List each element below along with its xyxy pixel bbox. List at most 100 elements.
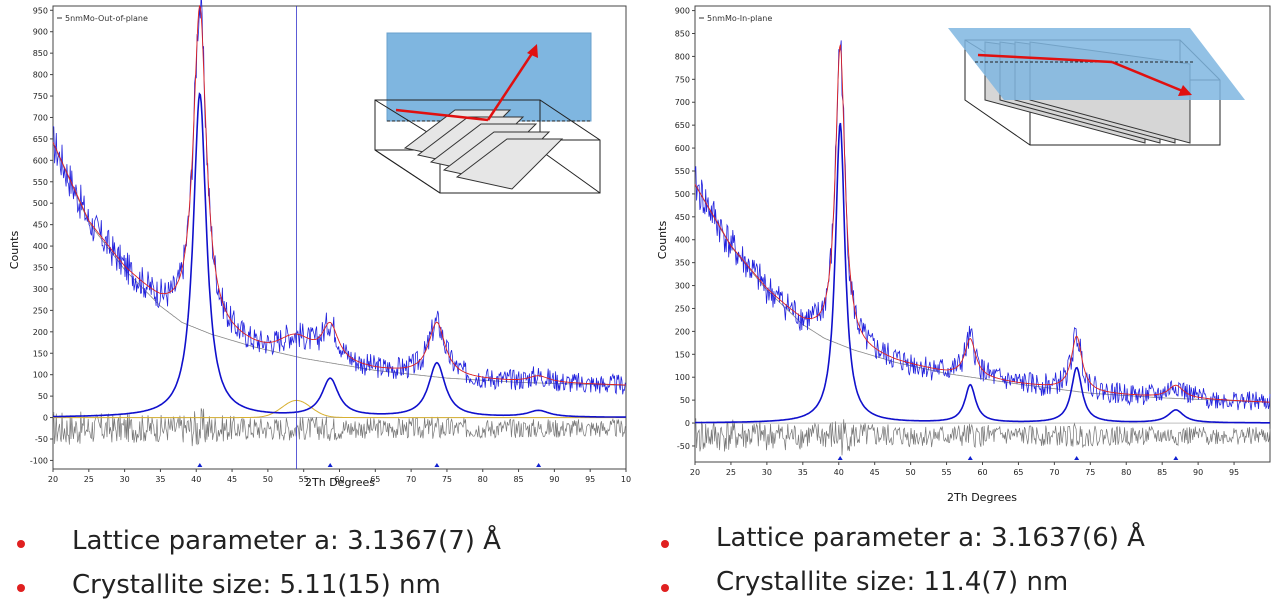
x-tick-label: 40 [191, 475, 201, 484]
x-tick-label: 60 [977, 468, 987, 477]
y-tick-label: 850 [33, 49, 48, 58]
x-axis-label: 2Th Degrees [947, 491, 1017, 504]
y-tick-label: 150 [675, 350, 690, 359]
y-tick-label: 0 [43, 414, 48, 423]
y-tick-label: 150 [33, 349, 48, 358]
x-tick-label: 10 [621, 475, 631, 484]
y-tick-label: 100 [33, 371, 48, 380]
y-tick-label: 400 [675, 236, 690, 245]
reflection-markers [197, 463, 542, 467]
y-tick-label: 50 [680, 396, 690, 405]
difference-curve [52, 408, 627, 447]
y-tick-label: 800 [675, 52, 690, 61]
x-tick-label: 95 [1229, 468, 1239, 477]
x-tick-label: 85 [1157, 468, 1167, 477]
y-tick-label: 900 [675, 7, 690, 16]
extra-peak-curve [53, 399, 626, 419]
calculated-curve [694, 44, 1271, 403]
reflection-marker [837, 456, 843, 460]
y-tick-label: 550 [675, 167, 690, 176]
x-tick-label: 25 [84, 475, 94, 484]
y-ticks: -100 -50 0 50 100 150 200 250 300 350 400 450 500 550… [30, 6, 53, 465]
y-tick-label: 700 [33, 113, 48, 122]
y-tick-label: 750 [675, 75, 690, 84]
peak-profile-curve [695, 122, 1270, 424]
y-tick-label: 50 [38, 392, 48, 401]
x-tick-label: 35 [798, 468, 808, 477]
y-tick-label: 850 [675, 29, 690, 38]
bullet-label: Lattice parameter a: 3.1367(7) Å [72, 526, 501, 556]
y-ticks: -50 0 50 100 150 200 250 300 350 400 450 500 550 600 6… [675, 7, 695, 451]
y-axis-label: Counts [8, 231, 21, 270]
y-tick-label: 300 [675, 282, 690, 291]
x-tick-label: 70 [1049, 468, 1059, 477]
x-tick-label: 75 [442, 475, 452, 484]
y-tick-label: 700 [675, 98, 690, 107]
y-tick-label: 400 [33, 242, 48, 251]
bullet-label: Crystallite size: 5.11(15) nm [72, 570, 441, 600]
y-tick-label: 200 [33, 328, 48, 337]
x-tick-label: 95 [585, 475, 595, 484]
y-tick-label: 600 [675, 144, 690, 153]
y-tick-label: -50 [35, 435, 48, 444]
bullet-dot [17, 584, 25, 592]
reflection-marker [536, 463, 542, 467]
y-tick-label: 0 [685, 419, 690, 428]
reflection-marker [434, 463, 440, 467]
sample-edge [374, 149, 441, 194]
x-tick-label: 50 [906, 468, 916, 477]
bullet-label: Crystallite size: 11.4(7) nm [716, 567, 1069, 597]
y-tick-label: 900 [33, 28, 48, 37]
y-axis-label: Counts [656, 221, 669, 260]
x-tick-label: 90 [549, 475, 559, 484]
y-tick-label: 750 [33, 92, 48, 101]
geometry-inset-in-plane [948, 28, 1245, 146]
y-tick-label: 650 [675, 121, 690, 130]
reflection-marker [1074, 456, 1080, 460]
geometry-inset-out-of-plane [374, 32, 601, 194]
y-tick-label: 500 [33, 199, 48, 208]
y-tick-label: 200 [675, 327, 690, 336]
calculated-curve [52, 4, 627, 386]
x-tick-label: 35 [155, 475, 165, 484]
bullet-dot [661, 584, 669, 592]
reflection-marker [1173, 456, 1179, 460]
x-tick-label: 40 [834, 468, 844, 477]
x-tick-label: 90 [1193, 468, 1203, 477]
diffracted-beam-arrow [1111, 60, 1186, 94]
x-tick-label: 85 [513, 475, 523, 484]
incident-beam-arrow [977, 53, 1113, 64]
x-tick-label: 30 [762, 468, 772, 477]
x-tick-label: 20 [690, 468, 700, 477]
bullet-dot [661, 540, 669, 548]
x-tick-label: 65 [370, 475, 380, 484]
arrowhead [1178, 85, 1192, 96]
series [694, 40, 1271, 456]
bullet-label: Lattice parameter a: 3.1637(6) Å [716, 523, 1145, 553]
y-tick-label: 250 [675, 304, 690, 313]
peak-profile-curve [53, 92, 626, 418]
x-tick-label: 30 [120, 475, 130, 484]
x-tick-label: 50 [263, 475, 273, 484]
x-tick-label: 55 [941, 468, 951, 477]
diffraction-plane [386, 32, 592, 122]
x-tick-label: 75 [1085, 468, 1095, 477]
y-tick-label: 450 [675, 213, 690, 222]
y-tick-label: 300 [33, 285, 48, 294]
y-tick-label: 800 [33, 71, 48, 80]
x-ticks: 20 25 30 35 40 45 50 55 60 65 70 75 80 85 90 95 [690, 462, 1239, 477]
reflection-markers [837, 456, 1179, 460]
y-tick-label: -100 [30, 456, 48, 465]
x-tick-label: 80 [1121, 468, 1131, 477]
y-tick-label: 550 [33, 178, 48, 187]
legend-label: 5nmMo-In-plane [707, 14, 772, 23]
y-tick-label: -50 [677, 442, 690, 451]
incident-beam-arrow [395, 108, 489, 122]
x-tick-label: 45 [870, 468, 880, 477]
x-ticks: 20 25 30 35 40 45 50 55 60 65 70 75 80 85 90 95 10 [48, 469, 631, 484]
y-tick-label: 350 [675, 259, 690, 268]
reflection-marker [327, 463, 333, 467]
y-tick-label: 100 [675, 373, 690, 382]
series [52, 0, 627, 469]
